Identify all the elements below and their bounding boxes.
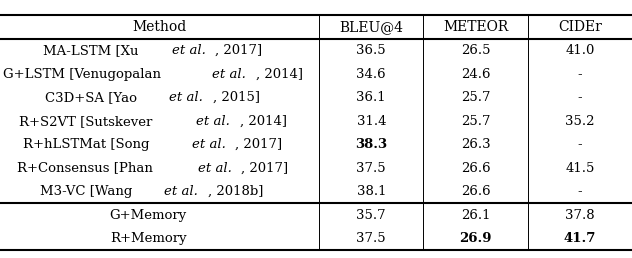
Text: , 2017]: , 2017] bbox=[235, 138, 283, 151]
Text: 24.6: 24.6 bbox=[461, 68, 490, 81]
Text: R+S2VT [Sutskever: R+S2VT [Sutskever bbox=[18, 115, 156, 128]
Text: 31.4: 31.4 bbox=[356, 115, 386, 128]
Text: 41.5: 41.5 bbox=[565, 162, 595, 175]
Text: -: - bbox=[578, 185, 582, 198]
Text: , 2017]: , 2017] bbox=[216, 44, 262, 57]
Text: BLEU@4: BLEU@4 bbox=[339, 20, 403, 34]
Text: R+Consensus [Phan: R+Consensus [Phan bbox=[17, 162, 157, 175]
Text: 37.5: 37.5 bbox=[356, 232, 386, 245]
Text: C3D+SA [Yao: C3D+SA [Yao bbox=[46, 91, 142, 104]
Text: , 2015]: , 2015] bbox=[213, 91, 260, 104]
Text: METEOR: METEOR bbox=[443, 20, 508, 34]
Text: et al.: et al. bbox=[191, 138, 226, 151]
Text: et al.: et al. bbox=[164, 185, 198, 198]
Text: et al.: et al. bbox=[172, 44, 205, 57]
Text: 26.9: 26.9 bbox=[459, 232, 492, 245]
Text: 36.5: 36.5 bbox=[356, 44, 386, 57]
Text: 26.5: 26.5 bbox=[461, 44, 490, 57]
Text: G+LSTM [Venugopalan: G+LSTM [Venugopalan bbox=[3, 68, 165, 81]
Text: , 2017]: , 2017] bbox=[241, 162, 289, 175]
Text: CIDEr: CIDEr bbox=[558, 20, 602, 34]
Text: -: - bbox=[578, 91, 582, 104]
Text: , 2018b]: , 2018b] bbox=[208, 185, 264, 198]
Text: 37.8: 37.8 bbox=[565, 208, 595, 222]
Text: , 2014]: , 2014] bbox=[240, 115, 287, 128]
Text: 41.0: 41.0 bbox=[565, 44, 595, 57]
Text: et al.: et al. bbox=[198, 162, 231, 175]
Text: 36.1: 36.1 bbox=[356, 91, 386, 104]
Text: et al.: et al. bbox=[169, 91, 204, 104]
Text: 26.1: 26.1 bbox=[461, 208, 490, 222]
Text: G+Memory: G+Memory bbox=[110, 208, 187, 222]
Text: et al.: et al. bbox=[196, 115, 230, 128]
Text: 35.2: 35.2 bbox=[565, 115, 595, 128]
Text: 41.7: 41.7 bbox=[564, 232, 596, 245]
Text: -: - bbox=[578, 138, 582, 151]
Text: 35.7: 35.7 bbox=[356, 208, 386, 222]
Text: 34.6: 34.6 bbox=[356, 68, 386, 81]
Text: MA-LSTM [Xu: MA-LSTM [Xu bbox=[43, 44, 143, 57]
Text: R+hLSTMat [Song: R+hLSTMat [Song bbox=[23, 138, 154, 151]
Text: M3-VC [Wang: M3-VC [Wang bbox=[40, 185, 137, 198]
Text: 26.3: 26.3 bbox=[461, 138, 490, 151]
Text: 25.7: 25.7 bbox=[461, 91, 490, 104]
Text: 26.6: 26.6 bbox=[461, 162, 490, 175]
Text: Method: Method bbox=[133, 20, 186, 34]
Text: 38.3: 38.3 bbox=[355, 138, 387, 151]
Text: R+Memory: R+Memory bbox=[110, 232, 187, 245]
Text: -: - bbox=[578, 68, 582, 81]
Text: 38.1: 38.1 bbox=[356, 185, 386, 198]
Text: 26.6: 26.6 bbox=[461, 185, 490, 198]
Text: 37.5: 37.5 bbox=[356, 162, 386, 175]
Text: et al.: et al. bbox=[212, 68, 246, 81]
Text: , 2014]: , 2014] bbox=[256, 68, 303, 81]
Text: 25.7: 25.7 bbox=[461, 115, 490, 128]
